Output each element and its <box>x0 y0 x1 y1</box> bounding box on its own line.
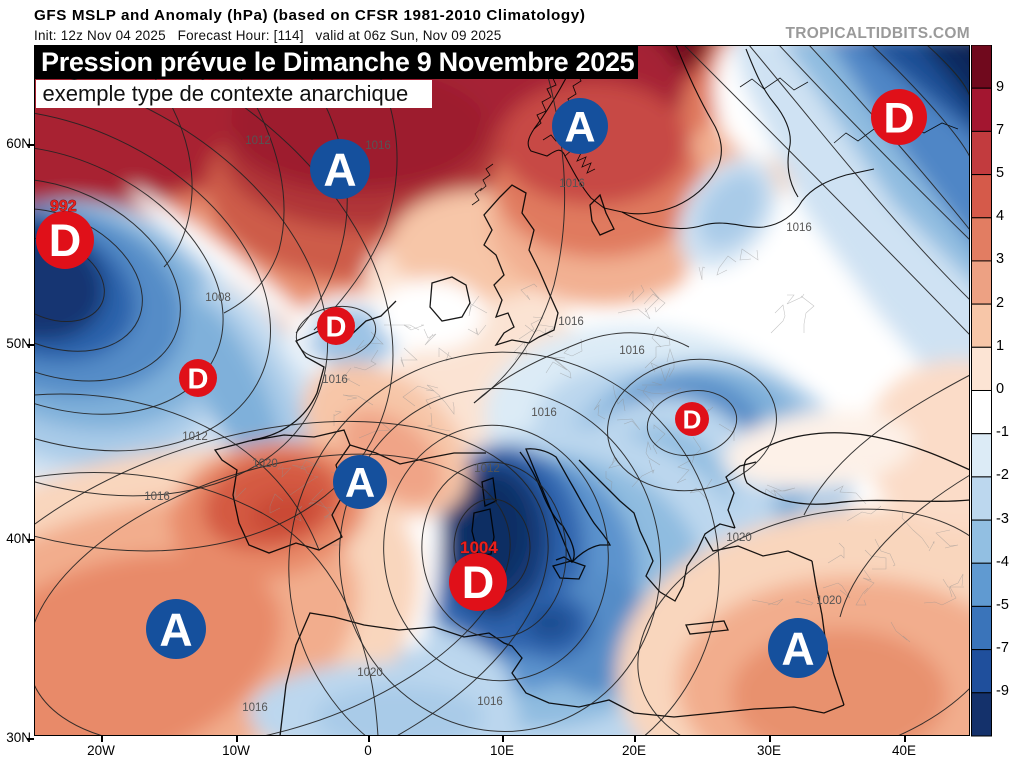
svg-text:1004: 1004 <box>460 538 498 557</box>
svg-text:D: D <box>683 404 702 434</box>
svg-text:1012: 1012 <box>245 135 271 147</box>
svg-text:D: D <box>49 214 82 265</box>
svg-text:1016: 1016 <box>558 316 584 328</box>
svg-text:1016: 1016 <box>559 178 585 190</box>
svg-text:1016: 1016 <box>242 702 268 714</box>
svg-text:992: 992 <box>50 198 77 215</box>
svg-text:A: A <box>323 143 356 195</box>
svg-text:1020: 1020 <box>816 595 842 607</box>
svg-text:D: D <box>326 311 347 343</box>
svg-text:1012: 1012 <box>182 431 208 443</box>
svg-text:1016: 1016 <box>365 140 391 152</box>
svg-text:1016: 1016 <box>144 491 170 503</box>
svg-text:D: D <box>188 363 209 395</box>
svg-text:D: D <box>883 94 914 142</box>
svg-text:1020: 1020 <box>357 667 383 679</box>
svg-text:1012: 1012 <box>474 463 500 475</box>
svg-text:1016: 1016 <box>619 345 645 357</box>
svg-text:A: A <box>159 603 192 655</box>
svg-text:1016: 1016 <box>786 222 812 234</box>
svg-text:1016: 1016 <box>531 407 557 419</box>
svg-text:1020: 1020 <box>726 532 752 544</box>
svg-text:D: D <box>462 556 495 607</box>
svg-text:A: A <box>781 622 814 674</box>
svg-text:1020: 1020 <box>252 458 278 470</box>
svg-text:A: A <box>345 458 375 505</box>
svg-text:1016: 1016 <box>477 696 503 708</box>
svg-text:1008: 1008 <box>205 292 231 304</box>
svg-text:1016: 1016 <box>322 374 348 386</box>
svg-text:A: A <box>564 103 595 151</box>
